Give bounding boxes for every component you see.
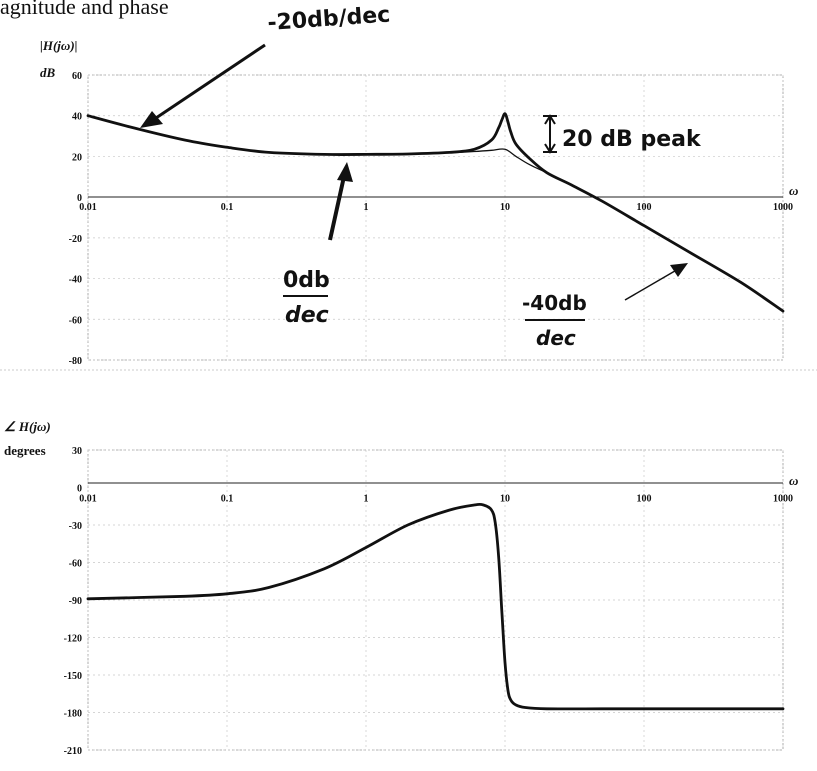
magnitude-x-tick-label: 0.1: [221, 202, 234, 213]
annotation-peak-bracket: [543, 115, 557, 153]
magnitude-y-tick-label: 0: [77, 193, 82, 204]
annotation-arrow-minus-20: [149, 43, 266, 124]
annotation-arrowhead-0db: [337, 162, 353, 182]
page-title: agnitude and phase: [0, 0, 169, 19]
annotation-minus-20db-dec: -20db/dec: [267, 2, 391, 36]
phase-y-tick-label: -150: [64, 671, 82, 682]
magnitude-curves: [86, 112, 785, 313]
magnitude-x-ticks: 0.01 0.1 1 10 100 1000: [79, 202, 793, 213]
phase-grid: [87, 449, 784, 751]
phase-series-line: [86, 503, 785, 711]
annotation-arrow-0db: [328, 171, 347, 241]
magnitude-y-unit: dB: [40, 65, 56, 80]
annotation-minus-40db: -40db: [522, 291, 587, 315]
magnitude-grid: [87, 74, 784, 361]
annotation-20db-peak: 20 dB peak: [562, 127, 702, 152]
phase-y-tick-label: -180: [64, 709, 82, 720]
magnitude-plot: 0.01 0.1 1 10 100 1000 60 40 20 0 -20 -40 -60 -80 |H…: [40, 38, 798, 367]
magnitude-y-label: |H(jω)|: [40, 38, 78, 53]
magnitude-series-line: [87, 115, 548, 174]
phase-y-tick-label: -90: [69, 596, 82, 607]
magnitude-y-ticks: 60 40 20 0 -20 -40 -60 -80: [69, 71, 82, 367]
phase-x-tick-label: 10: [500, 494, 510, 505]
magnitude-x-tick-label: 10: [500, 202, 510, 213]
magnitude-x-label: ω: [789, 183, 798, 198]
phase-x-tick-label: 100: [637, 494, 652, 505]
annotation-0db: 0db: [283, 268, 330, 293]
magnitude-y-tick-label: 60: [72, 71, 82, 82]
phase-y-tick-label: -60: [69, 559, 82, 570]
phase-x-label: ω: [789, 473, 798, 488]
annotation-arrow-minus-40: [624, 267, 681, 301]
annotation-peak-bracket-arrows: [544, 114, 556, 154]
magnitude-y-tick-label: -40: [69, 275, 82, 286]
annotation-arrowhead-minus-20: [140, 111, 163, 128]
phase-y-tick-label: 30: [72, 446, 82, 457]
annotation-40db-denominator: dec: [536, 326, 576, 350]
magnitude-annotations: -20db/dec 20 dB peak 0db dec -40db dec: [140, 2, 702, 350]
magnitude-plot-frame: [87, 74, 784, 361]
magnitude-y-tick-label: 40: [72, 112, 82, 123]
phase-y-ticks: 30 0 -30 -60 -90 -120 -150 -180 -210: [64, 446, 82, 757]
phase-x-tick-label: 0.01: [79, 494, 97, 505]
phase-curves: [86, 503, 785, 711]
magnitude-x-tick-label: 1000: [773, 202, 793, 213]
magnitude-y-tick-label: -20: [69, 234, 82, 245]
magnitude-y-tick-label: -80: [69, 356, 82, 367]
phase-x-ticks: 0.01 0.1 1 10 100 1000: [79, 494, 793, 505]
phase-x-tick-label: 1: [364, 494, 369, 505]
phase-plot: 0.01 0.1 1 10 100 1000 30 0 -30 -60 -90 -120 -150 -1…: [4, 419, 798, 757]
magnitude-x-tick-label: 0.01: [79, 202, 97, 213]
phase-y-tick-label: -30: [69, 521, 82, 532]
phase-y-tick-label: -210: [64, 746, 82, 757]
magnitude-y-tick-label: -60: [69, 315, 82, 326]
phase-y-tick-label: -120: [64, 634, 82, 645]
phase-y-tick-label: 0: [77, 484, 82, 495]
magnitude-y-tick-label: 20: [72, 152, 82, 163]
phase-y-unit: degrees: [4, 443, 46, 458]
phase-y-label: ∠ H(jω): [4, 419, 51, 434]
magnitude-x-tick-label: 1: [364, 202, 369, 213]
phase-x-tick-label: 1000: [773, 494, 793, 505]
annotation-0db-denominator: dec: [285, 303, 329, 328]
magnitude-x-tick-label: 100: [637, 202, 652, 213]
annotation-arrowhead-minus-40: [670, 263, 688, 277]
phase-x-tick-label: 0.1: [221, 494, 234, 505]
